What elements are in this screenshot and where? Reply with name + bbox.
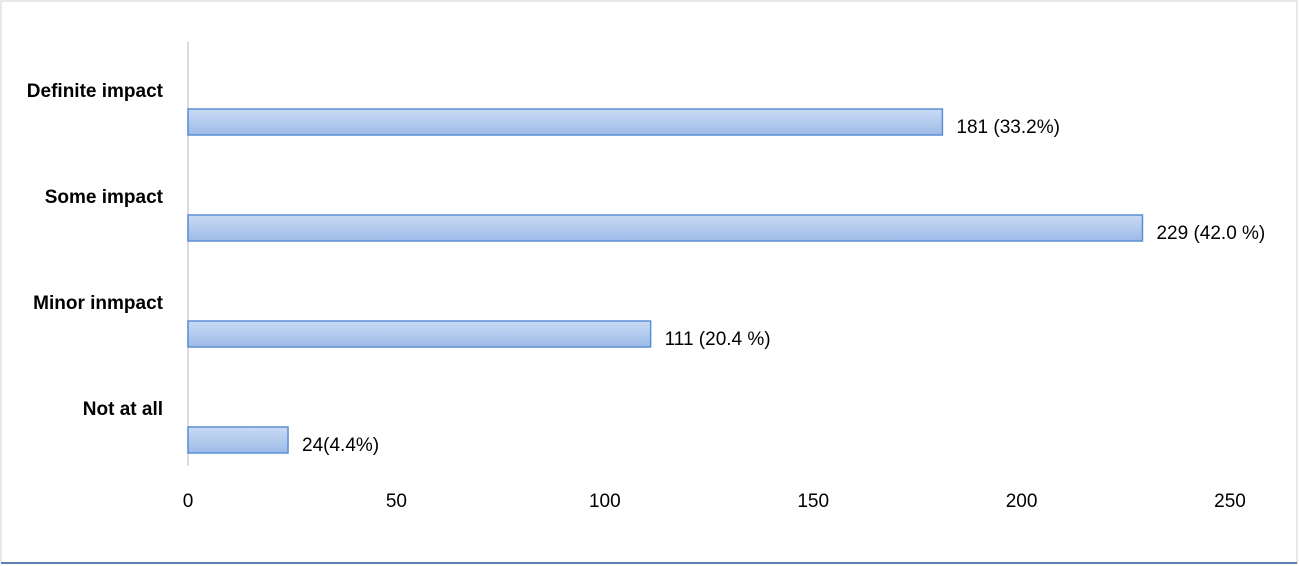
- y-tick-label: Not at all: [83, 399, 163, 420]
- bar: [187, 426, 289, 454]
- bar: [187, 214, 1144, 242]
- data-label: 24(4.4%): [302, 435, 379, 456]
- bar: [187, 320, 652, 348]
- data-label: 181 (33.2%): [956, 117, 1060, 138]
- bar: [187, 108, 944, 136]
- y-tick-label: Some impact: [45, 187, 164, 208]
- data-label: 229 (42.0 %): [1156, 223, 1265, 244]
- x-tick-label: 100: [589, 491, 621, 512]
- x-tick-label: 150: [797, 491, 829, 512]
- x-tick-label: 50: [386, 491, 407, 512]
- y-tick-label: Definite impact: [27, 81, 164, 102]
- data-label: 111 (20.4 %): [665, 329, 771, 350]
- x-tick-label: 200: [1006, 491, 1038, 512]
- x-tick-label: 250: [1214, 491, 1246, 512]
- x-tick-label: 0: [183, 491, 194, 512]
- y-tick-label: Minor inmpact: [33, 293, 164, 314]
